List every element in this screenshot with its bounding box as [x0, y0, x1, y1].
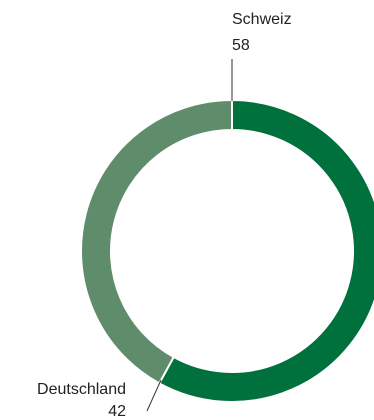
label-schweiz: Schweiz 58 [231, 11, 292, 101]
label-deutschland: Deutschland 42 [37, 379, 162, 420]
slice-schweiz [157, 98, 374, 403]
label-schweiz-name: Schweiz [232, 11, 292, 28]
slice-deutschland [80, 98, 233, 385]
label-schweiz-value: 58 [232, 37, 250, 54]
label-deutschland-name: Deutschland [37, 381, 126, 398]
label-deutschland-value: 42 [108, 403, 126, 420]
donut-slices [80, 98, 374, 403]
leader-line-deutschland [146, 379, 162, 412]
